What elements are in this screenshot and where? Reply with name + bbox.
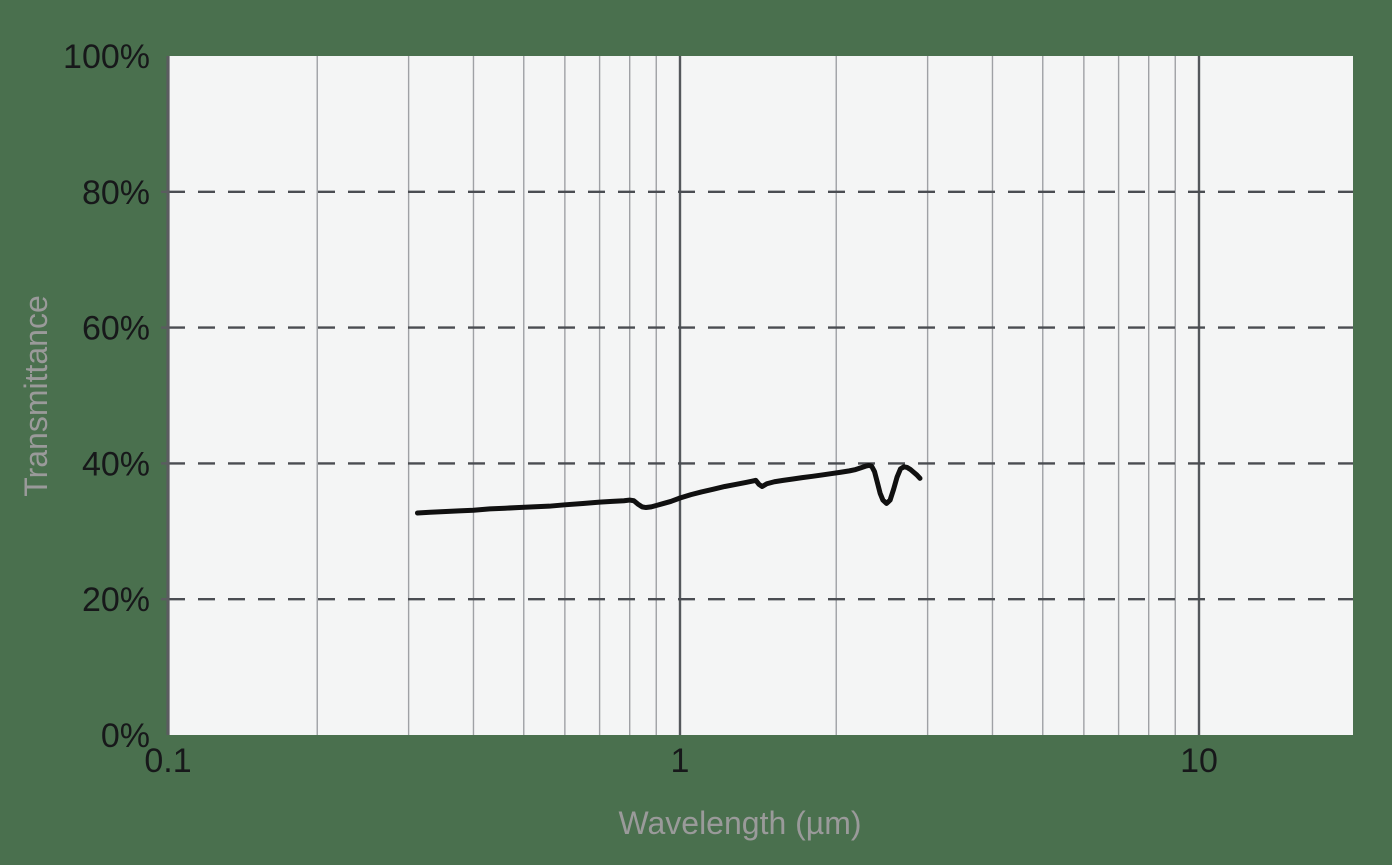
y-tick-marks xyxy=(161,190,168,601)
data-series-group xyxy=(414,462,923,516)
y-axis-tick-labels: 0% 20% 40% 60% 80% 100% xyxy=(63,38,150,755)
x-tick-label: 10 xyxy=(1180,742,1218,780)
plot-area-background xyxy=(168,56,1353,735)
x-gridlines xyxy=(316,56,1201,735)
y-axis-title: Transmittance xyxy=(18,295,54,497)
y-tick-label: 40% xyxy=(82,445,150,483)
y-tick-label: 0% xyxy=(101,717,150,755)
series-line-0 xyxy=(414,462,923,516)
y-tick-label: 60% xyxy=(82,310,150,348)
y-tick-label: 100% xyxy=(63,38,150,76)
x-tick-label: 0.1 xyxy=(144,742,191,780)
x-axis-tick-labels: 0.1 1 10 xyxy=(144,742,1218,780)
x-axis-title: Wavelength (µm) xyxy=(618,805,861,841)
y-tick-label: 80% xyxy=(82,174,150,212)
x-tick-label: 1 xyxy=(671,742,690,780)
y-tick-label: 20% xyxy=(82,581,150,619)
